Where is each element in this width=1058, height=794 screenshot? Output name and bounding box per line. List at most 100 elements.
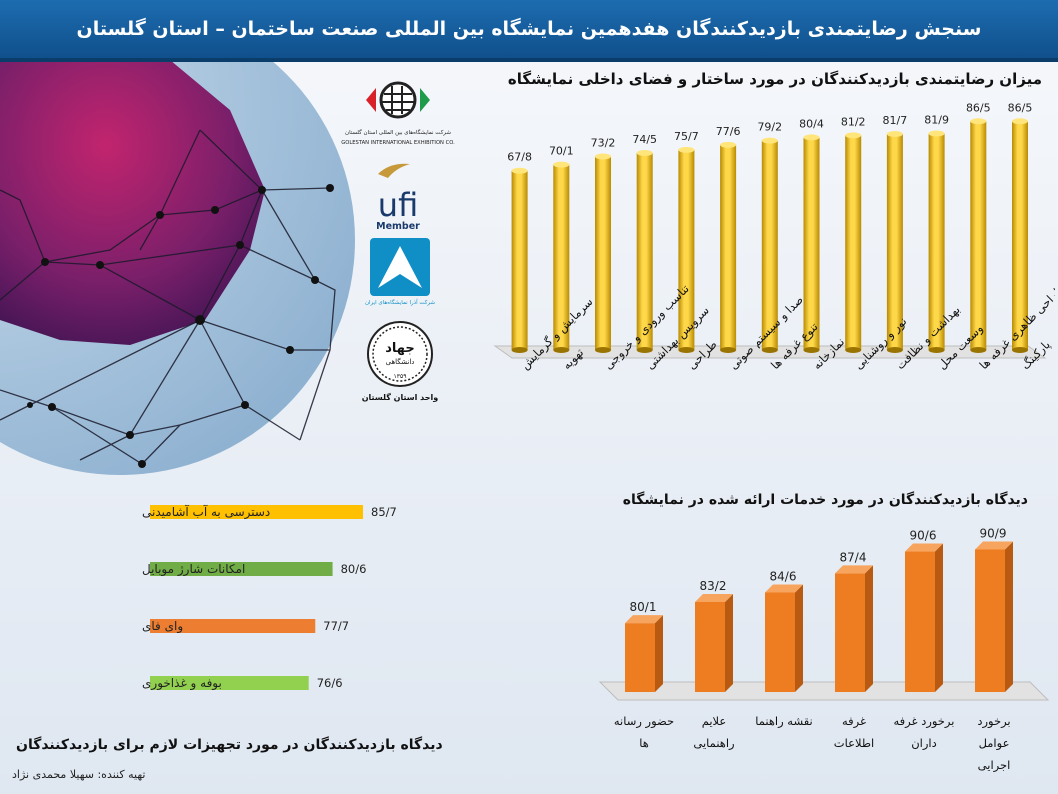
- chart2-bar-side: [865, 565, 873, 692]
- chart1-bar: [761, 140, 778, 350]
- chart2-value-label: 83/2: [700, 579, 727, 593]
- chart2-bar: [765, 592, 795, 692]
- logos-column: شرکت نمایشگاه‌های بین المللی استان گلستا…: [341, 81, 455, 402]
- chart2-value-label: 90/9: [980, 527, 1007, 541]
- chart3-title: دیدگاه بازدیدکنندگان در مورد تجهیزات لاز…: [16, 737, 443, 753]
- chart2-category-label: برخورد غرفه داران: [894, 714, 955, 751]
- chart1-bar: [803, 137, 820, 350]
- chart3-category-label: دسترسی به آب آشامیدنی: [142, 504, 270, 520]
- jahad-daneshgahi-logo: جهاد دانشگاهی ۱۳۵۹ واحد استان گلستان: [362, 321, 439, 402]
- chart1-title: میزان رضایتمندی بازدیدکنندگان در مورد سا…: [507, 70, 1042, 88]
- chart2-title: دیدگاه بازدیدکنندگان در مورد خدمات ارائه…: [622, 492, 1028, 508]
- chart1-bar-top: [1012, 118, 1028, 125]
- chart2-category-label: نقشه راهنما: [755, 714, 813, 729]
- chart1-value-label: 79/2: [757, 121, 782, 134]
- chart1-bar-base: [511, 347, 528, 353]
- chart1-bar-base: [553, 347, 570, 353]
- golestan-exhibition-logo: شرکت نمایشگاه‌های بین المللی استان گلستا…: [341, 81, 455, 146]
- azara-caption: شرکت آذرا نمایشگاه‌های ایران: [365, 299, 435, 306]
- chart1-value-label: 74/5: [632, 133, 657, 146]
- chart3-bar: [150, 505, 363, 519]
- jahad-year: ۱۳۵۹: [394, 373, 407, 380]
- chart1-bar: [511, 170, 528, 350]
- jahad-caption: واحد استان گلستان: [362, 392, 439, 402]
- chart1-bar-base: [845, 347, 862, 353]
- ufi-member-text: Member: [376, 221, 420, 232]
- chart2-category-label: برخورد عوامل اجرایی: [977, 714, 1010, 773]
- chart1-bar-base: [720, 347, 737, 353]
- chart2-bar-side: [795, 584, 803, 692]
- jahad-subtitle: دانشگاهی: [386, 357, 415, 366]
- chart1-bar: [553, 164, 570, 350]
- chart2-value-label: 90/6: [910, 529, 937, 543]
- chart3-equipment-satisfaction: دسترسی به آب آشامیدنی 85/7 امکانات شارژ مو…: [142, 504, 397, 691]
- chart3-value-label: 77/7: [323, 619, 349, 633]
- chart2-bar-side: [655, 615, 663, 692]
- ufi-text: ufi: [378, 186, 418, 224]
- chart3-category-label: امکانات شارژ موبایل: [142, 562, 245, 577]
- chart1-value-label: 86/5: [1008, 101, 1033, 114]
- chart1-bar-top: [886, 131, 903, 138]
- chart2-bar: [975, 549, 1005, 692]
- chart1-bar: [636, 153, 653, 350]
- chart1-value-label: 86/5: [966, 101, 991, 114]
- chart3-value-label: 76/6: [317, 676, 343, 690]
- chart2-bar-top: [975, 541, 1013, 550]
- chart2-bar: [835, 573, 865, 692]
- chart1-bar-base: [636, 347, 653, 353]
- chart1-bar: [886, 134, 903, 350]
- chart1-bar-top: [720, 141, 737, 148]
- chart2-bar-side: [1005, 541, 1013, 692]
- chart2-value-label: 84/6: [770, 569, 797, 583]
- chart1-value-label: 73/2: [591, 136, 616, 149]
- chart1-bar: [720, 144, 737, 350]
- chart1-bar-top: [970, 118, 987, 125]
- chart1-bar-base: [595, 347, 611, 353]
- ufi-logo: ufi Member: [376, 163, 420, 232]
- chart1-value-label: 81/2: [841, 115, 866, 128]
- page-header: سنجش رضایتمندی بازدیدکنندگان هفدهمین نما…: [0, 0, 1058, 62]
- chart1-value-label: 81/9: [924, 113, 949, 126]
- chart1-bar-base: [803, 347, 820, 353]
- chart1-bar-top: [928, 130, 945, 137]
- chart1-value-label: 77/6: [716, 125, 741, 138]
- chart2-value-label: 87/4: [840, 550, 867, 564]
- chart2-bar: [695, 602, 725, 692]
- jahad-title: جهاد: [385, 341, 415, 356]
- chart3-category-label: بوفه و غذاخوری: [142, 676, 222, 691]
- chart2-bar-side: [935, 543, 943, 692]
- chart3-value-label: 85/7: [371, 505, 397, 519]
- chart2-category-label: غرفه اطلاعات: [834, 714, 874, 750]
- chart1-bar: [845, 135, 862, 350]
- chart1-bar-base: [970, 347, 987, 353]
- chart2-bar-top: [835, 565, 873, 574]
- chart3-category-label: وای فای: [142, 619, 183, 634]
- page-title: سنجش رضایتمندی بازدیدکنندگان هفدهمین نما…: [76, 18, 982, 40]
- golestan-logo-fa: شرکت نمایشگاه‌های بین المللی استان گلستا…: [345, 129, 451, 136]
- chart1-bar: [678, 149, 695, 350]
- chart1-bar: [970, 121, 987, 350]
- chart3-value-label: 80/6: [341, 562, 367, 576]
- chart1-bar-base: [928, 347, 945, 353]
- chart1-bar-base: [886, 347, 903, 353]
- chart1-bar-top: [553, 161, 570, 168]
- chart1-value-label: 80/4: [799, 117, 824, 130]
- chart1-bar-top: [678, 146, 695, 153]
- chart2-category-label: علایم راهنمایی: [693, 714, 734, 751]
- chart1-bar-top: [511, 167, 528, 174]
- azara-logo: شرکت آذرا نمایشگاه‌های ایران: [365, 238, 435, 306]
- chart1-bar-base: [1012, 347, 1028, 353]
- chart3-bar: [150, 562, 333, 576]
- chart1-value-label: 75/7: [674, 130, 699, 143]
- chart2-services-satisfaction: 90/9 برخورد عوامل اجرایی 90/6 برخورد غرفه دارا…: [598, 527, 1050, 773]
- chart1-bar-base: [761, 347, 778, 353]
- chart2-bar-top: [765, 584, 803, 593]
- chart1-bar-base: [678, 347, 695, 353]
- chart2-bar-top: [695, 594, 733, 602]
- chart1-bar-top: [761, 137, 778, 144]
- chart2-bar-top: [905, 543, 943, 552]
- chart1-bar: [595, 156, 611, 350]
- credit-text: تهیه کننده: سهیلا محمدی نژاد: [12, 768, 146, 781]
